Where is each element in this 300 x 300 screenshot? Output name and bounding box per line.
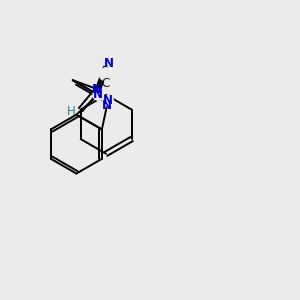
- Circle shape: [93, 90, 104, 100]
- Text: N: N: [92, 83, 102, 96]
- Text: C: C: [102, 77, 110, 90]
- Text: N: N: [104, 57, 114, 70]
- Circle shape: [99, 68, 112, 81]
- Circle shape: [103, 95, 113, 106]
- Text: N: N: [101, 99, 112, 112]
- Text: H: H: [67, 105, 76, 118]
- Text: N: N: [93, 88, 103, 101]
- Text: N: N: [103, 94, 113, 107]
